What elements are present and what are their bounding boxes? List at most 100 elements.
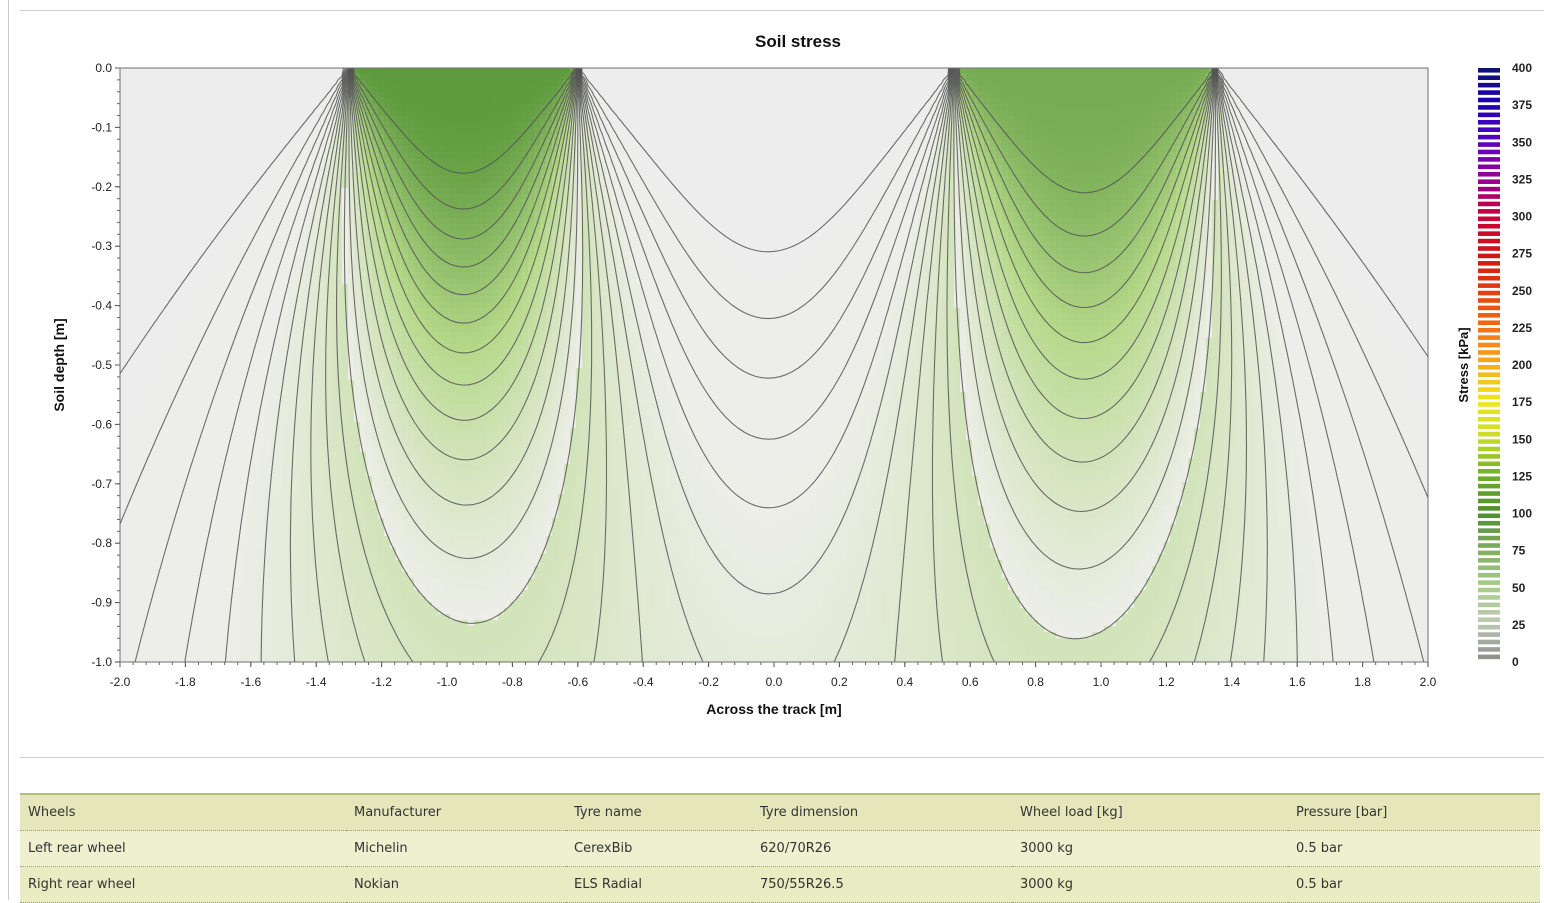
- stress-cell: [1074, 116, 1081, 123]
- stress-cell: [816, 170, 823, 177]
- stress-cell: [654, 200, 661, 207]
- stress-cell: [1290, 158, 1297, 165]
- stress-cell: [1230, 110, 1237, 117]
- stress-cell: [1284, 128, 1291, 135]
- stress-cell: [120, 200, 127, 207]
- stress-cell: [312, 104, 319, 111]
- stress-cell: [486, 158, 493, 165]
- stress-cell: [1122, 152, 1129, 159]
- stress-cell: [738, 104, 745, 111]
- stress-cell: [1272, 188, 1279, 195]
- stress-cell: [138, 170, 145, 177]
- stress-cell: [528, 176, 535, 183]
- stress-cell: [1380, 80, 1387, 87]
- stress-cell: [558, 122, 565, 129]
- stress-cell: [918, 80, 925, 87]
- stress-cell: [246, 152, 253, 159]
- stress-cell: [1380, 68, 1387, 75]
- stress-cell: [762, 140, 769, 147]
- stress-cell: [1170, 92, 1177, 99]
- stress-cell: [546, 74, 553, 81]
- stress-cell: [1092, 68, 1099, 75]
- stress-cell: [1242, 74, 1249, 81]
- stress-cell: [264, 74, 271, 81]
- stress-cell: [1308, 68, 1315, 75]
- stress-cell: [480, 134, 487, 141]
- stress-cell: [1230, 68, 1237, 75]
- stress-cell: [1008, 92, 1015, 99]
- stress-cell: [786, 194, 793, 201]
- stress-cell: [402, 200, 409, 207]
- stress-cell: [1110, 194, 1117, 201]
- stress-cell: [1404, 134, 1411, 141]
- stress-cell: [888, 164, 895, 171]
- stress-cell: [618, 104, 625, 111]
- stress-cell: [594, 80, 601, 87]
- stress-cell: [960, 200, 967, 207]
- stress-cell: [636, 146, 643, 153]
- stress-cell: [1344, 122, 1351, 129]
- stress-cell: [1314, 152, 1321, 159]
- stress-cell: [894, 194, 901, 201]
- stress-cell: [1194, 194, 1201, 201]
- stress-cell: [840, 140, 847, 147]
- stress-cell: [1164, 170, 1171, 177]
- stress-cell: [876, 104, 883, 111]
- stress-cell: [258, 170, 265, 177]
- stress-cell: [864, 140, 871, 147]
- stress-cell: [978, 74, 985, 81]
- stress-cell: [306, 170, 313, 177]
- stress-cell: [462, 80, 469, 87]
- stress-cell: [1158, 86, 1165, 93]
- stress-cell: [414, 182, 421, 189]
- stress-cell: [1314, 146, 1321, 153]
- stress-cell: [642, 128, 649, 135]
- stress-cell: [144, 188, 151, 195]
- stress-cell: [624, 68, 631, 75]
- stress-cell: [1302, 104, 1309, 111]
- stress-cell: [1350, 164, 1357, 171]
- stress-cell: [954, 128, 961, 135]
- stress-cell: [426, 110, 433, 117]
- stress-cell: [648, 116, 655, 123]
- stress-cell: [1026, 182, 1033, 189]
- stress-cell: [1038, 176, 1045, 183]
- stress-cell: [1056, 110, 1063, 117]
- stress-cell: [600, 116, 607, 123]
- stress-cell: [714, 140, 721, 147]
- stress-cell: [570, 164, 577, 171]
- stress-cell: [378, 116, 385, 123]
- stress-cell: [600, 176, 607, 183]
- stress-cell: [696, 80, 703, 87]
- stress-cell: [342, 104, 349, 111]
- stress-cell: [384, 182, 391, 189]
- stress-cell: [930, 74, 937, 81]
- stress-cell: [912, 122, 919, 129]
- stress-cell: [834, 152, 841, 159]
- stress-cell: [522, 188, 529, 195]
- stress-cell: [444, 146, 451, 153]
- stress-cell: [1086, 140, 1093, 147]
- stress-cell: [1422, 188, 1428, 195]
- stress-cell: [1014, 116, 1021, 123]
- stress-cell: [228, 188, 235, 195]
- stress-cell: [390, 116, 397, 123]
- stress-cell: [270, 110, 277, 117]
- stress-cell: [906, 140, 913, 147]
- stress-cell: [786, 134, 793, 141]
- stress-cell: [600, 74, 607, 81]
- stress-cell: [1380, 74, 1387, 81]
- stress-cell: [732, 116, 739, 123]
- stress-cell: [696, 68, 703, 75]
- stress-cell: [1086, 188, 1093, 195]
- stress-cell: [564, 146, 571, 153]
- stress-cell: [270, 200, 277, 207]
- stress-cell: [492, 110, 499, 117]
- stress-cell: [744, 194, 751, 201]
- stress-cell: [1308, 92, 1315, 99]
- stress-cell: [492, 200, 499, 207]
- stress-cell: [1068, 194, 1075, 201]
- stress-cell: [270, 74, 277, 81]
- stress-cell: [630, 104, 637, 111]
- stress-cell: [1206, 152, 1213, 159]
